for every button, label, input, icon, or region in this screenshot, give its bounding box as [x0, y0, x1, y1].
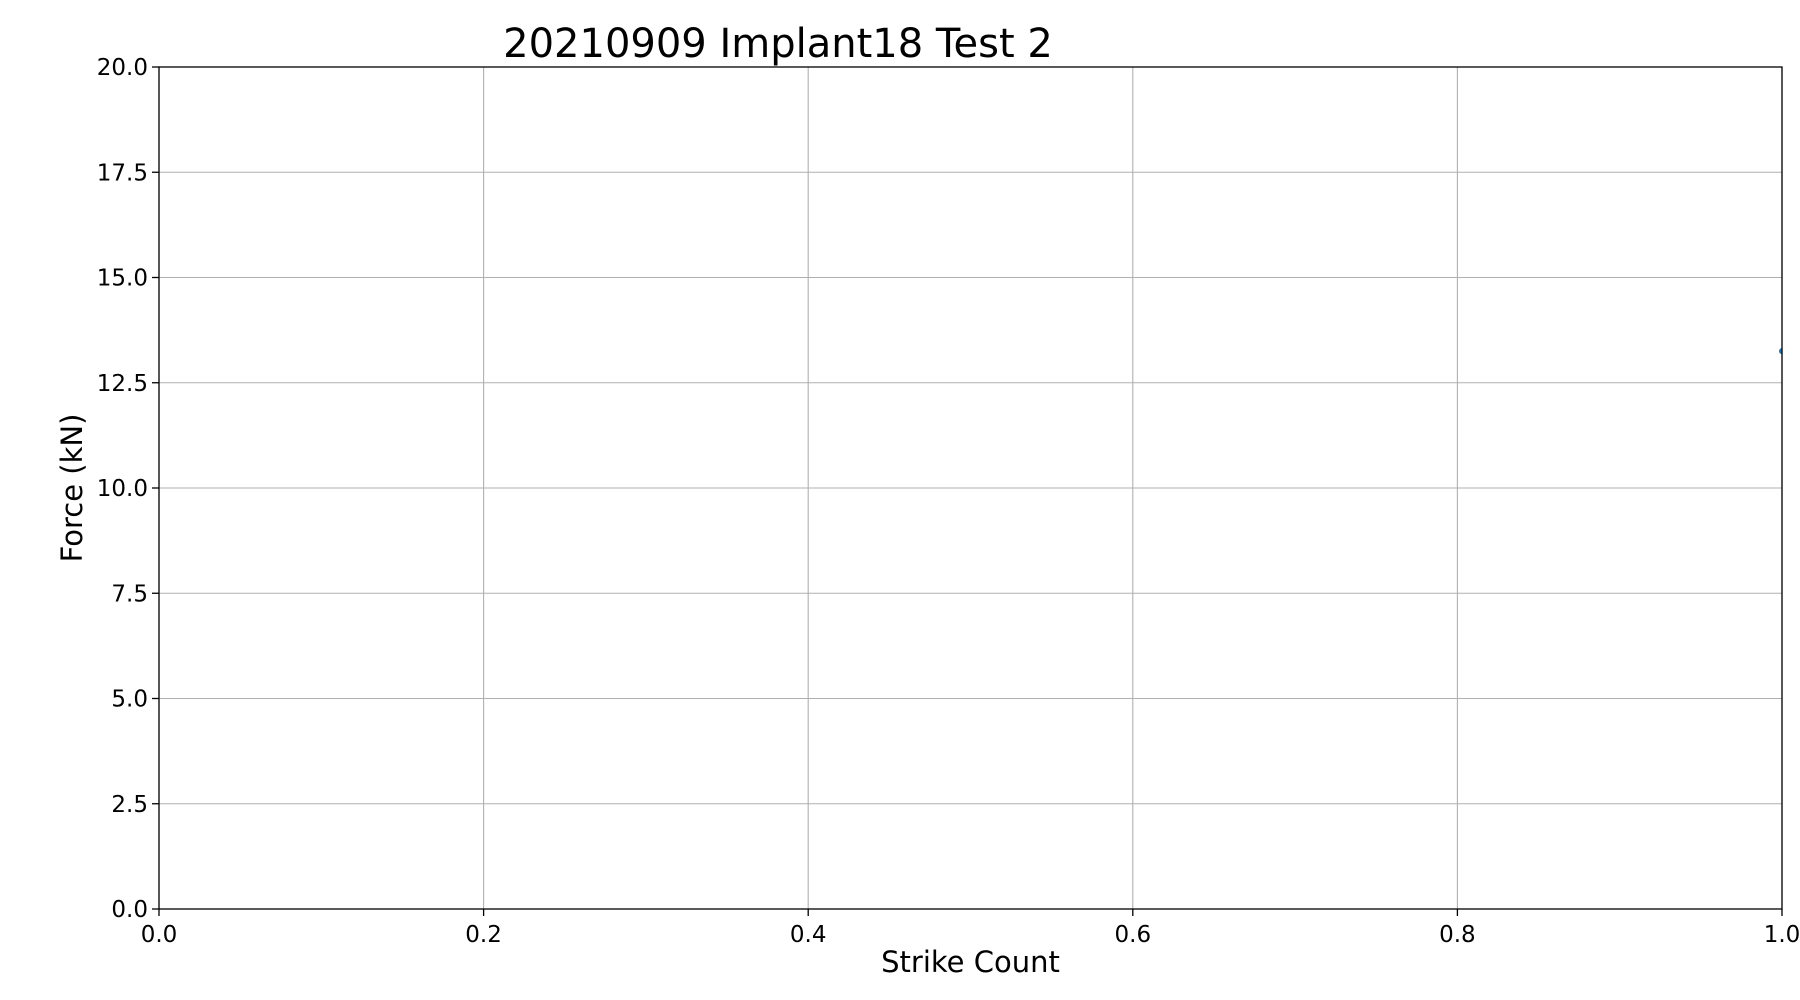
x-axis-title: Strike Count [881, 945, 1060, 979]
y-axis-ticks: 0.0 2.5 5.0 7.5 10.0 12.5 15.0 17.5 20.0 [97, 55, 159, 923]
y-tick-label-8: 20.0 [97, 55, 148, 81]
y-tick-label-7: 17.5 [97, 160, 148, 186]
y-tick-label-0: 0.0 [111, 897, 148, 923]
y-tick-label-2: 5.0 [111, 687, 148, 713]
x-tick-label-4: 0.8 [1439, 922, 1476, 948]
x-tick-label-2: 0.4 [790, 922, 827, 948]
series-layer [1779, 348, 1782, 355]
x-axis-ticks: 0.0 0.2 0.4 0.6 0.8 1.0 [141, 909, 1800, 948]
x-tick-label-3: 0.6 [1115, 922, 1152, 948]
grid [158, 66, 1783, 910]
x-tick-label-0: 0.0 [141, 922, 178, 948]
x-tick-label-1: 0.2 [465, 922, 502, 948]
x-tick-label-5: 1.0 [1764, 922, 1800, 948]
y-tick-label-3: 7.5 [111, 581, 148, 607]
y-axis-title: Force (kN) [55, 414, 89, 563]
y-tick-label-5: 12.5 [97, 371, 148, 397]
y-tick-label-1: 2.5 [111, 792, 148, 818]
y-tick-label-4: 10.0 [97, 476, 148, 502]
series-0-point-0 [1779, 348, 1782, 355]
chart-title: 20210909 Implant18 Test 2 [503, 21, 1053, 67]
y-tick-label-6: 15.0 [97, 266, 148, 292]
